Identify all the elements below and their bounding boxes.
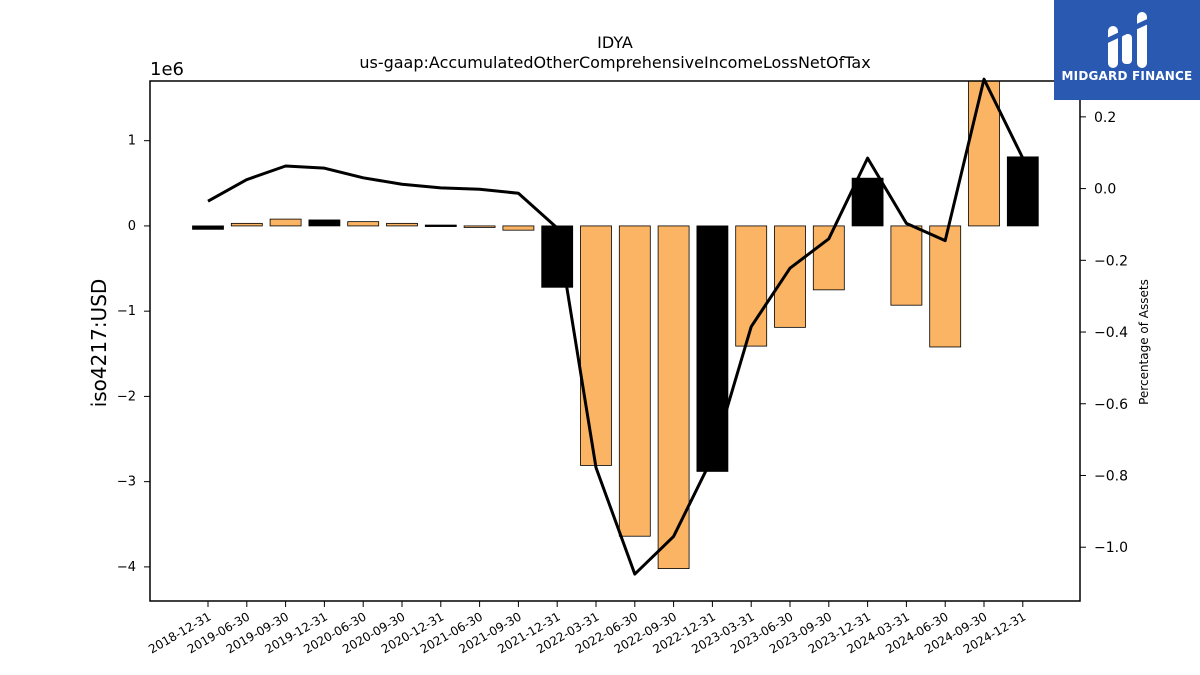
y-tick-label: 1 xyxy=(128,134,136,149)
bar xyxy=(774,225,806,328)
y-tick-label: −4 xyxy=(117,560,136,575)
y-tick-label-right: 0.2 xyxy=(1094,110,1116,126)
bar xyxy=(890,225,923,306)
bar xyxy=(386,222,418,227)
bar xyxy=(580,225,612,466)
y-ticks-left: −4 −3 −2 −1 0 1 xyxy=(117,134,150,575)
y-tick-label-right: −0.2 xyxy=(1094,253,1128,269)
bar xyxy=(463,225,496,228)
bar xyxy=(308,219,341,227)
bar xyxy=(929,225,962,348)
bar xyxy=(1006,156,1039,227)
bar xyxy=(502,225,535,231)
bar xyxy=(657,225,690,570)
y-ticks-right: −1.0 −0.8 −0.6 −0.4 −0.2 0.0 0.2 xyxy=(1080,110,1128,556)
y-axis-label-right: Percentage of Assets xyxy=(1137,279,1151,405)
bar xyxy=(812,225,845,291)
bar xyxy=(192,225,224,230)
bar xyxy=(851,177,884,227)
y-scale-label: 1e6 xyxy=(150,59,184,80)
y-tick-label-right: −0.4 xyxy=(1094,325,1128,341)
bar xyxy=(618,225,651,537)
y-tick-label: 0 xyxy=(128,219,136,234)
bar xyxy=(968,80,1000,227)
bar xyxy=(269,218,302,227)
y-tick-label-right: −0.8 xyxy=(1094,468,1128,484)
y-tick-label-right: −0.6 xyxy=(1094,397,1128,413)
chart-subtitle: us-gaap:AccumulatedOtherComprehensiveInc… xyxy=(359,53,870,72)
bar xyxy=(696,225,729,472)
percentage-line xyxy=(207,77,1025,576)
logo-text: MIDGARD FINANCE xyxy=(1061,69,1193,83)
bar xyxy=(424,224,457,227)
y-tick-label: −2 xyxy=(117,389,136,404)
midgard-logo-icon xyxy=(1102,12,1153,68)
bar xyxy=(735,225,768,347)
bar xyxy=(230,222,263,227)
y-tick-label-right: 0.0 xyxy=(1094,182,1116,198)
y-tick-label: −1 xyxy=(117,304,136,319)
midgard-finance-logo: MIDGARD FINANCE xyxy=(1054,0,1200,100)
plot-frame xyxy=(149,80,1081,602)
bar-series xyxy=(192,80,1039,570)
x-ticks: 2018-12-312019-06-302019-09-302019-12-31… xyxy=(146,601,1028,656)
y-axis-label: iso4217:USD xyxy=(87,279,111,408)
y-tick-label: −3 xyxy=(117,475,136,490)
chart-title: IDYA xyxy=(597,33,633,52)
y-tick-label-right: −1.0 xyxy=(1094,540,1128,556)
bar xyxy=(347,221,380,227)
